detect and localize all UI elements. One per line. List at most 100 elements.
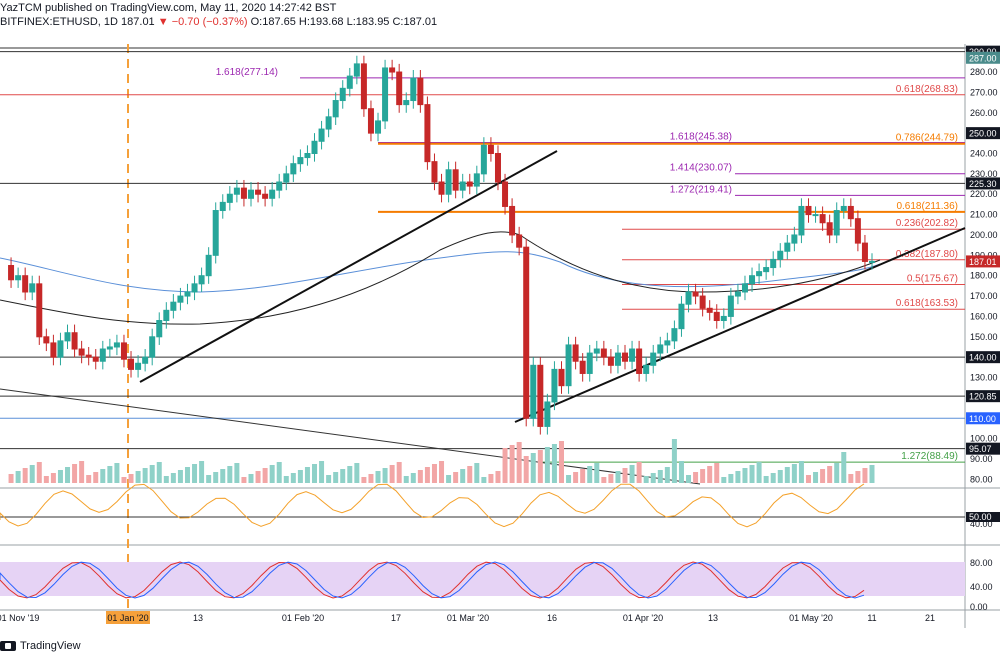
candle-body bbox=[163, 309, 170, 322]
volume-bar bbox=[361, 477, 367, 483]
volume-bar bbox=[566, 475, 572, 483]
candle-body bbox=[756, 271, 763, 277]
candle-body bbox=[685, 291, 692, 305]
candle-body bbox=[325, 116, 332, 130]
volume-bar bbox=[276, 462, 282, 483]
volume-bar bbox=[813, 472, 819, 483]
candle-body bbox=[382, 67, 389, 122]
volume-bar bbox=[93, 472, 99, 483]
price-tag: 287.00 bbox=[969, 53, 997, 63]
volume-bar bbox=[312, 464, 318, 483]
candle-body bbox=[643, 364, 650, 374]
candle-body bbox=[212, 210, 219, 256]
volume-bar bbox=[558, 441, 564, 483]
candle-body bbox=[558, 368, 565, 387]
candle-body bbox=[720, 315, 727, 322]
volume-bar bbox=[206, 475, 212, 483]
candle-body bbox=[847, 205, 854, 220]
footer: TradingView bbox=[0, 640, 81, 652]
x-axis-label: 01 Apr '20 bbox=[623, 613, 663, 623]
volume-bar bbox=[805, 475, 811, 483]
symbol-label: BITFINEX:ETHUSD, 1D bbox=[0, 16, 118, 28]
volume-bar bbox=[326, 475, 332, 483]
rsi-tick-label: 40.00 bbox=[970, 519, 993, 529]
volume-bar bbox=[135, 471, 141, 483]
candle-body bbox=[50, 342, 57, 358]
volume-bar bbox=[347, 466, 353, 483]
candle-body bbox=[170, 301, 177, 311]
volume-bar bbox=[516, 442, 522, 483]
price-tick-label: 200.00 bbox=[970, 230, 998, 240]
price-tick-label: 180.00 bbox=[970, 271, 998, 281]
volume-bar bbox=[220, 469, 226, 483]
candle-body bbox=[819, 214, 826, 224]
fib-label: 1.414(230.07) bbox=[670, 163, 732, 174]
volume-bar bbox=[601, 477, 607, 483]
x-axis-label: 17 bbox=[391, 613, 401, 623]
candle-body bbox=[445, 169, 452, 195]
candle-body bbox=[650, 352, 657, 366]
price-tick-label: 100.00 bbox=[970, 434, 998, 444]
volume-bar bbox=[36, 462, 42, 483]
candle-body bbox=[8, 265, 15, 281]
candle-body bbox=[233, 187, 240, 195]
candle-body bbox=[311, 140, 318, 154]
candle-body bbox=[869, 260, 875, 263]
price-tick-label: 270.00 bbox=[970, 87, 998, 97]
candle-body bbox=[226, 193, 233, 203]
candle-body bbox=[128, 358, 135, 370]
x-axis-label: 13 bbox=[708, 613, 718, 623]
volume-bar bbox=[467, 466, 473, 483]
candle-body bbox=[579, 360, 586, 374]
volume-bar bbox=[248, 474, 254, 483]
volume-bar bbox=[269, 465, 275, 483]
volume-bar bbox=[170, 473, 176, 483]
volume-bar bbox=[763, 476, 769, 483]
candle-body bbox=[812, 214, 819, 217]
candle-body bbox=[509, 205, 516, 236]
volume-bar bbox=[869, 465, 875, 483]
volume-bar bbox=[304, 467, 310, 483]
volume-bar bbox=[57, 470, 63, 483]
candle-body bbox=[332, 100, 339, 118]
volume-bar bbox=[460, 469, 466, 483]
candle-body bbox=[403, 100, 410, 106]
x-axis-label: 01 May '20 bbox=[789, 613, 833, 623]
volume-bar bbox=[488, 474, 494, 483]
candle-body bbox=[699, 295, 706, 309]
candle-body bbox=[791, 234, 798, 244]
candle-body bbox=[494, 152, 501, 183]
tradingview-logo-icon bbox=[0, 641, 16, 651]
volume-bar bbox=[403, 476, 409, 483]
price-tag: 95.07 bbox=[969, 444, 992, 454]
stoch-d-line bbox=[0, 561, 865, 599]
candle-body bbox=[191, 283, 198, 293]
volume-bar bbox=[192, 464, 198, 483]
rsi-tag: 50.00 bbox=[969, 512, 992, 522]
price-tick-label: 230.00 bbox=[970, 169, 998, 179]
volume-bar bbox=[495, 471, 501, 483]
price-tag: 225.30 bbox=[969, 179, 997, 189]
ohlc-values: O:187.65 H:193.68 L:183.95 C:187.01 bbox=[250, 16, 438, 28]
volume-bar bbox=[580, 469, 586, 483]
xlabel-highlight bbox=[106, 611, 150, 624]
candle-body bbox=[92, 356, 99, 362]
price-tag: 187.01 bbox=[969, 257, 997, 267]
volume-bar bbox=[798, 461, 804, 483]
volume-bar bbox=[841, 452, 847, 483]
candle-body bbox=[452, 169, 459, 191]
volume-bar bbox=[417, 470, 423, 483]
volume-bar bbox=[107, 466, 113, 483]
candle-body bbox=[840, 205, 847, 212]
x-axis-label: 13 bbox=[193, 613, 203, 623]
volume-bar bbox=[15, 471, 21, 483]
candle-body bbox=[367, 108, 374, 134]
candle-body bbox=[417, 77, 424, 106]
volume-bar bbox=[657, 470, 663, 483]
price-tag-bg bbox=[966, 412, 1000, 425]
candle-body bbox=[622, 352, 629, 362]
candle-body bbox=[678, 303, 685, 330]
x-axis-label: 16 bbox=[547, 613, 557, 623]
volume-bar bbox=[707, 466, 713, 483]
